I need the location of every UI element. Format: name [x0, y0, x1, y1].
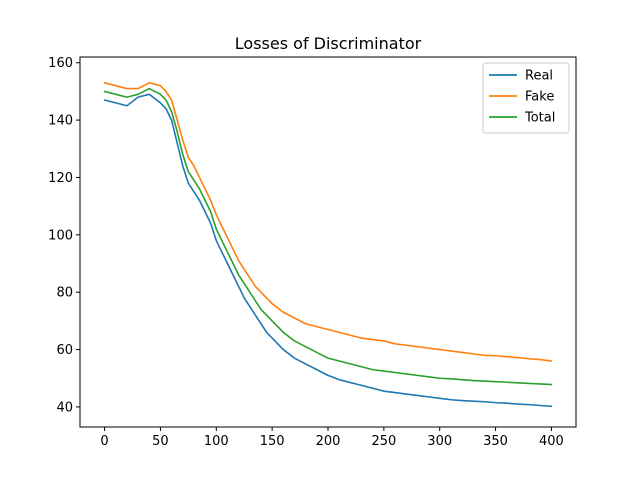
series-layer [103, 82, 553, 408]
series-line-fake [103, 82, 553, 362]
x-tick-label: 400 [539, 434, 564, 449]
legend-label-fake: Fake [525, 90, 554, 105]
y-tick-label: 40 [56, 400, 73, 415]
y-tick-label: 80 [56, 286, 73, 301]
x-tick-label: 350 [483, 434, 508, 449]
x-tick-label: 0 [100, 434, 108, 449]
legend-label-real: Real [525, 69, 553, 84]
y-tick-label: 140 [48, 114, 73, 129]
x-tick-label: 250 [371, 434, 396, 449]
x-tick-label: 200 [316, 434, 341, 449]
x-tick-label: 100 [204, 434, 229, 449]
y-tick-label: 60 [56, 343, 73, 358]
chart-title: Losses of Discriminator [235, 34, 422, 53]
y-axis: 40 60 80 100 120 140 160 [48, 56, 80, 415]
legend-label-total: Total [524, 111, 555, 126]
y-tick-label: 160 [48, 56, 73, 71]
legend-frame [482, 62, 570, 134]
y-tick-label: 100 [48, 228, 73, 243]
series-line-total [103, 87, 553, 386]
x-axis: 0 50 100 150 200 250 300 350 400 [100, 427, 564, 449]
y-tick-label: 120 [48, 171, 73, 186]
series-line-real [103, 93, 553, 408]
legend: Real Fake Total [482, 62, 570, 134]
x-tick-label: 300 [427, 434, 452, 449]
x-tick-label: 150 [260, 434, 285, 449]
x-tick-label: 50 [152, 434, 169, 449]
